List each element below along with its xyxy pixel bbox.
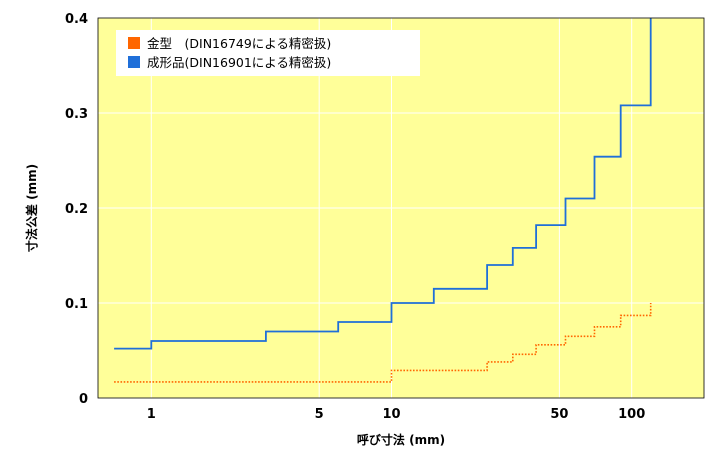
- legend-label-1: 金型 (DIN16749による精密扱): [147, 36, 331, 51]
- legend-label-2: 成形品(DIN16901による精密扱): [147, 55, 331, 70]
- x-tick-labels: 1 5 10 50 100: [147, 407, 645, 422]
- legend: 金型 (DIN16749による精密扱) 成形品(DIN16901による精密扱): [116, 30, 420, 76]
- x-tick-label: 50: [550, 407, 568, 422]
- x-axis-title: 呼び寸法 (mm): [357, 432, 445, 447]
- y-tick-label: 0.1: [65, 297, 88, 312]
- x-tick-label: 1: [147, 407, 156, 422]
- y-tick-labels: 0 0.1 0.2 0.3 0.4: [65, 12, 88, 407]
- y-axis-title: 寸法公差 (mm): [24, 164, 39, 252]
- plot-frame: [97, 17, 705, 399]
- y-tick-label: 0.3: [65, 107, 88, 122]
- x-tick-label: 100: [618, 407, 645, 422]
- series-lines: [114, 18, 652, 383]
- x-tick-label: 5: [315, 407, 324, 422]
- legend-swatch-1: [128, 37, 140, 49]
- legend-swatch-2: [128, 56, 140, 68]
- x-tick-label: 10: [382, 407, 400, 422]
- y-tick-label: 0.4: [65, 12, 88, 27]
- series-line-2: [114, 18, 652, 350]
- legend-box: [116, 30, 420, 76]
- series-line-1: [114, 303, 652, 383]
- y-tick-label: 0.2: [65, 202, 88, 217]
- y-tick-label: 0: [79, 392, 88, 407]
